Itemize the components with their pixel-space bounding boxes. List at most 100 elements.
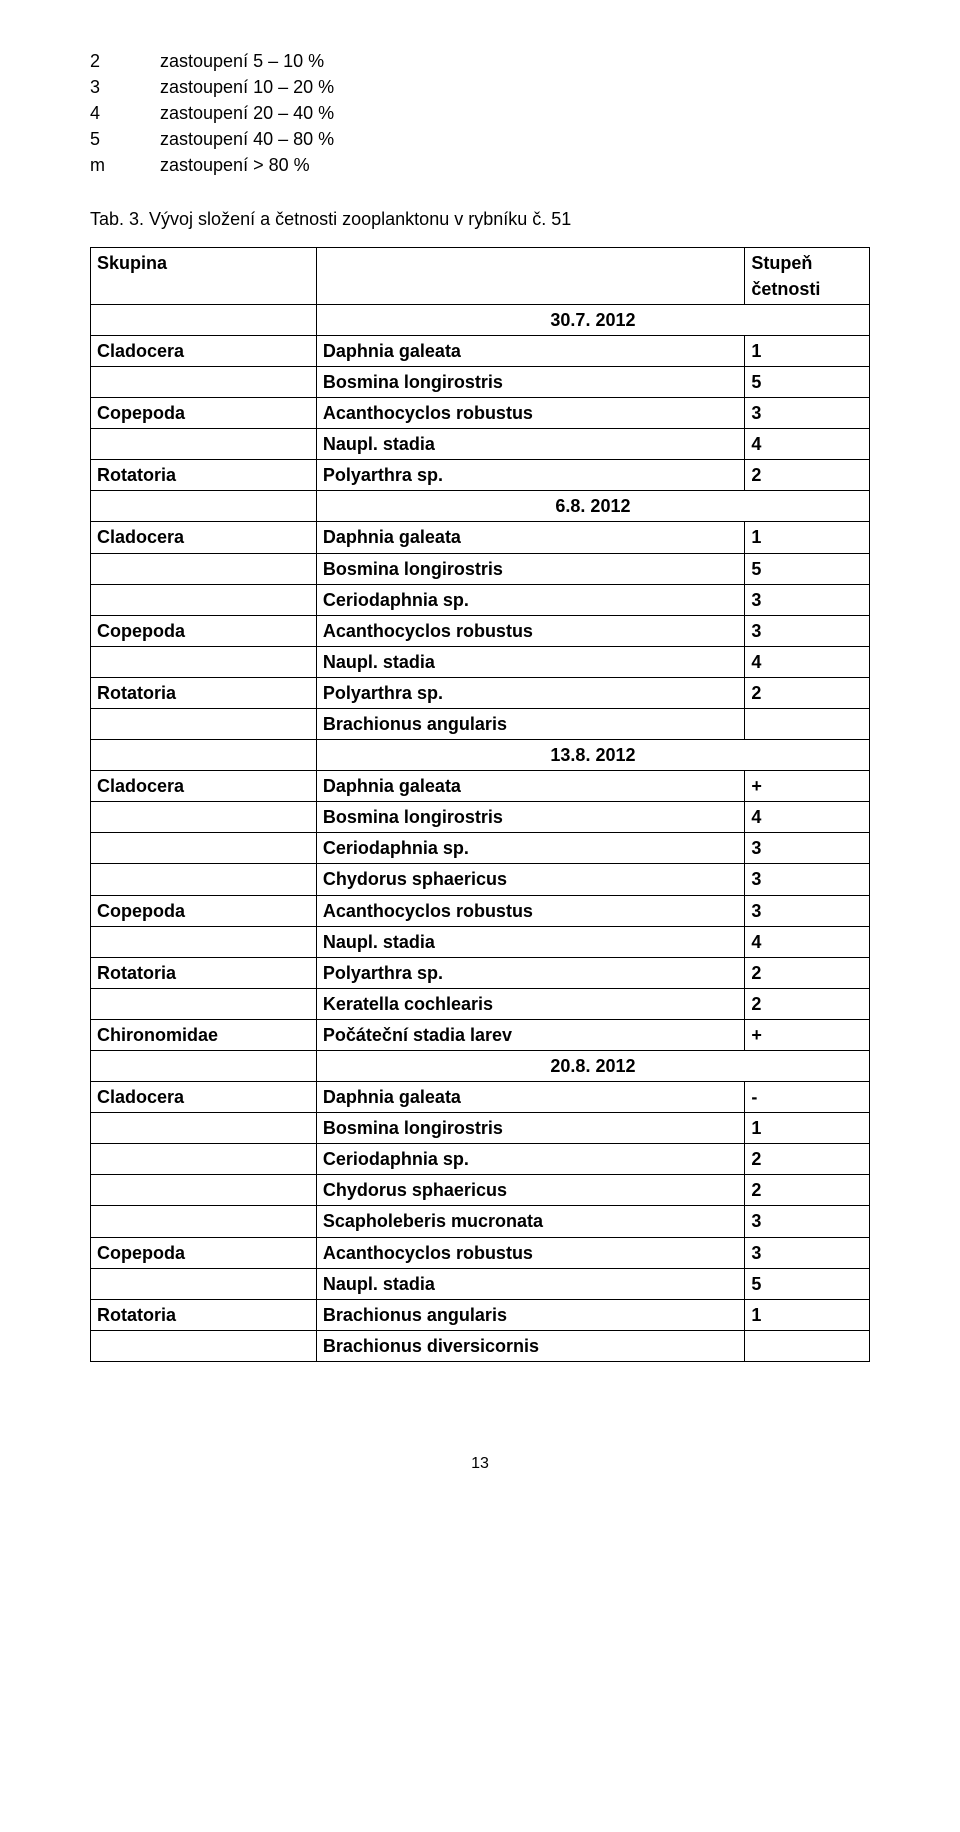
species-cell: Polyarthra sp. [316, 460, 744, 491]
group-cell: Copepoda [91, 398, 317, 429]
species-cell: Daphnia galeata [316, 522, 744, 553]
cell-blank [91, 802, 317, 833]
cell-blank [91, 491, 317, 522]
species-cell: Daphnia galeata [316, 771, 744, 802]
table-row: 6.8. 2012 [91, 491, 870, 522]
species-cell: Ceriodaphnia sp. [316, 833, 744, 864]
value-cell: 1 [745, 1299, 870, 1330]
header-blank [316, 247, 744, 304]
legend-row: 3zastoupení 10 – 20 % [90, 74, 870, 100]
table-row: RotatoriaPolyarthra sp.2 [91, 677, 870, 708]
cell-blank [91, 1175, 317, 1206]
species-cell: Bosmina longirostris [316, 802, 744, 833]
table-row: Chydorus sphaericus3 [91, 864, 870, 895]
cell-blank [91, 833, 317, 864]
species-cell: Brachionus angularis [316, 1299, 744, 1330]
species-cell: Brachionus angularis [316, 708, 744, 739]
species-cell: Chydorus sphaericus [316, 864, 744, 895]
value-cell: - [745, 1082, 870, 1113]
table-row: CopepodaAcanthocyclos robustus3 [91, 1237, 870, 1268]
legend-row: 4zastoupení 20 – 40 % [90, 100, 870, 126]
species-cell: Acanthocyclos robustus [316, 615, 744, 646]
value-cell: 3 [745, 1206, 870, 1237]
value-cell: 4 [745, 646, 870, 677]
table-row: CopepodaAcanthocyclos robustus3 [91, 398, 870, 429]
group-cell: Copepoda [91, 615, 317, 646]
cell-blank [91, 646, 317, 677]
table-row: Ceriodaphnia sp.3 [91, 584, 870, 615]
value-cell: 5 [745, 1268, 870, 1299]
cell-blank [91, 740, 317, 771]
legend-key: m [90, 152, 160, 178]
value-cell: 2 [745, 460, 870, 491]
table-row: ChironomidaePočáteční stadia larev+ [91, 1019, 870, 1050]
species-cell: Chydorus sphaericus [316, 1175, 744, 1206]
legend-value: zastoupení > 80 % [160, 152, 870, 178]
species-cell: Bosmina longirostris [316, 553, 744, 584]
legend-value: zastoupení 10 – 20 % [160, 74, 870, 100]
legend-value: zastoupení 20 – 40 % [160, 100, 870, 126]
value-cell: + [745, 771, 870, 802]
species-cell: Počáteční stadia larev [316, 1019, 744, 1050]
table-row: Bosmina longirostris1 [91, 1113, 870, 1144]
value-cell: 2 [745, 957, 870, 988]
page-number: 13 [90, 1452, 870, 1475]
table-row: RotatoriaPolyarthra sp.2 [91, 460, 870, 491]
species-cell: Acanthocyclos robustus [316, 895, 744, 926]
legend-key: 3 [90, 74, 160, 100]
table-row: Naupl. stadia4 [91, 646, 870, 677]
cell-blank [91, 584, 317, 615]
table-row: 13.8. 2012 [91, 740, 870, 771]
header-skupina: Skupina [91, 247, 317, 304]
cell-blank [91, 1113, 317, 1144]
value-cell: 3 [745, 615, 870, 646]
value-cell: 5 [745, 553, 870, 584]
table-row: Scapholeberis mucronata3 [91, 1206, 870, 1237]
species-cell: Polyarthra sp. [316, 677, 744, 708]
species-cell: Bosmina longirostris [316, 366, 744, 397]
legend-row: mzastoupení > 80 % [90, 152, 870, 178]
species-cell: Keratella cochlearis [316, 988, 744, 1019]
table-row: Bosmina longirostris5 [91, 553, 870, 584]
value-cell: 3 [745, 864, 870, 895]
species-cell: Polyarthra sp. [316, 957, 744, 988]
date-cell: 13.8. 2012 [316, 740, 869, 771]
value-cell: 2 [745, 677, 870, 708]
species-cell: Bosmina longirostris [316, 1113, 744, 1144]
value-cell: 1 [745, 522, 870, 553]
value-cell: 2 [745, 1175, 870, 1206]
group-cell: Copepoda [91, 1237, 317, 1268]
table-row: CladoceraDaphnia galeata1 [91, 522, 870, 553]
table-row: Brachionus diversicornis [91, 1330, 870, 1361]
cell-blank [91, 553, 317, 584]
species-cell: Naupl. stadia [316, 646, 744, 677]
table-row: Naupl. stadia4 [91, 429, 870, 460]
group-cell: Cladocera [91, 522, 317, 553]
legend-block: 2zastoupení 5 – 10 %3zastoupení 10 – 20 … [90, 48, 870, 178]
group-cell: Rotatoria [91, 460, 317, 491]
legend-key: 4 [90, 100, 160, 126]
table-row: Naupl. stadia5 [91, 1268, 870, 1299]
cell-blank [91, 926, 317, 957]
value-cell: 3 [745, 584, 870, 615]
cell-blank [91, 1144, 317, 1175]
species-cell: Daphnia galeata [316, 335, 744, 366]
value-cell: 4 [745, 926, 870, 957]
value-cell [745, 1330, 870, 1361]
value-cell [745, 708, 870, 739]
table-row: 20.8. 2012 [91, 1051, 870, 1082]
legend-row: 2zastoupení 5 – 10 % [90, 48, 870, 74]
table-header-row: Skupina Stupeň četnosti [91, 247, 870, 304]
zooplankton-table: Skupina Stupeň četnosti 30.7. 2012Cladoc… [90, 247, 870, 1362]
group-cell: Rotatoria [91, 677, 317, 708]
value-cell: 4 [745, 802, 870, 833]
legend-key: 2 [90, 48, 160, 74]
table-row: CladoceraDaphnia galeata1 [91, 335, 870, 366]
species-cell: Scapholeberis mucronata [316, 1206, 744, 1237]
group-cell: Chironomidae [91, 1019, 317, 1050]
group-cell: Copepoda [91, 895, 317, 926]
group-cell: Cladocera [91, 1082, 317, 1113]
table-row: CladoceraDaphnia galeata- [91, 1082, 870, 1113]
cell-blank [91, 1051, 317, 1082]
table-row: CladoceraDaphnia galeata+ [91, 771, 870, 802]
